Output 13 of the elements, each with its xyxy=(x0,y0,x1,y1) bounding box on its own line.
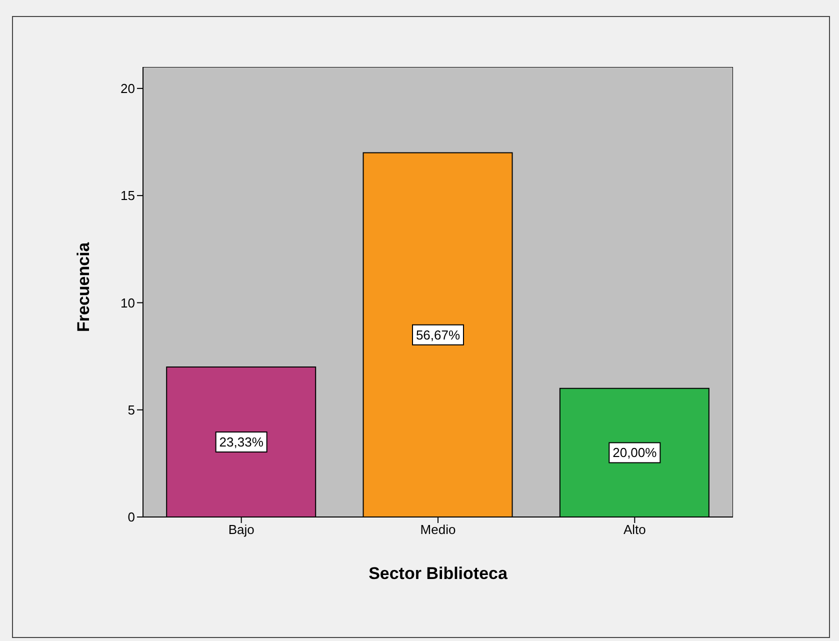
annotation: 23,33% xyxy=(219,434,264,450)
y-tick-label: 15 xyxy=(120,188,135,204)
y-tick-label: 10 xyxy=(120,295,135,310)
y-tick-label: 20 xyxy=(120,81,135,96)
y-tick-label: 0 xyxy=(128,510,135,525)
y-axis-title: Frecuencia xyxy=(74,242,94,332)
annotation: 20,00% xyxy=(612,445,658,460)
y-tick-label: 5 xyxy=(128,402,135,418)
x-tick-label: Alto xyxy=(623,522,646,538)
annotation: 56,67% xyxy=(416,327,460,342)
x-tick-label: Bajo xyxy=(228,522,254,538)
x-tick-label: Medio xyxy=(420,522,456,538)
x-axis-title: Sector Biblioteca xyxy=(368,564,508,583)
